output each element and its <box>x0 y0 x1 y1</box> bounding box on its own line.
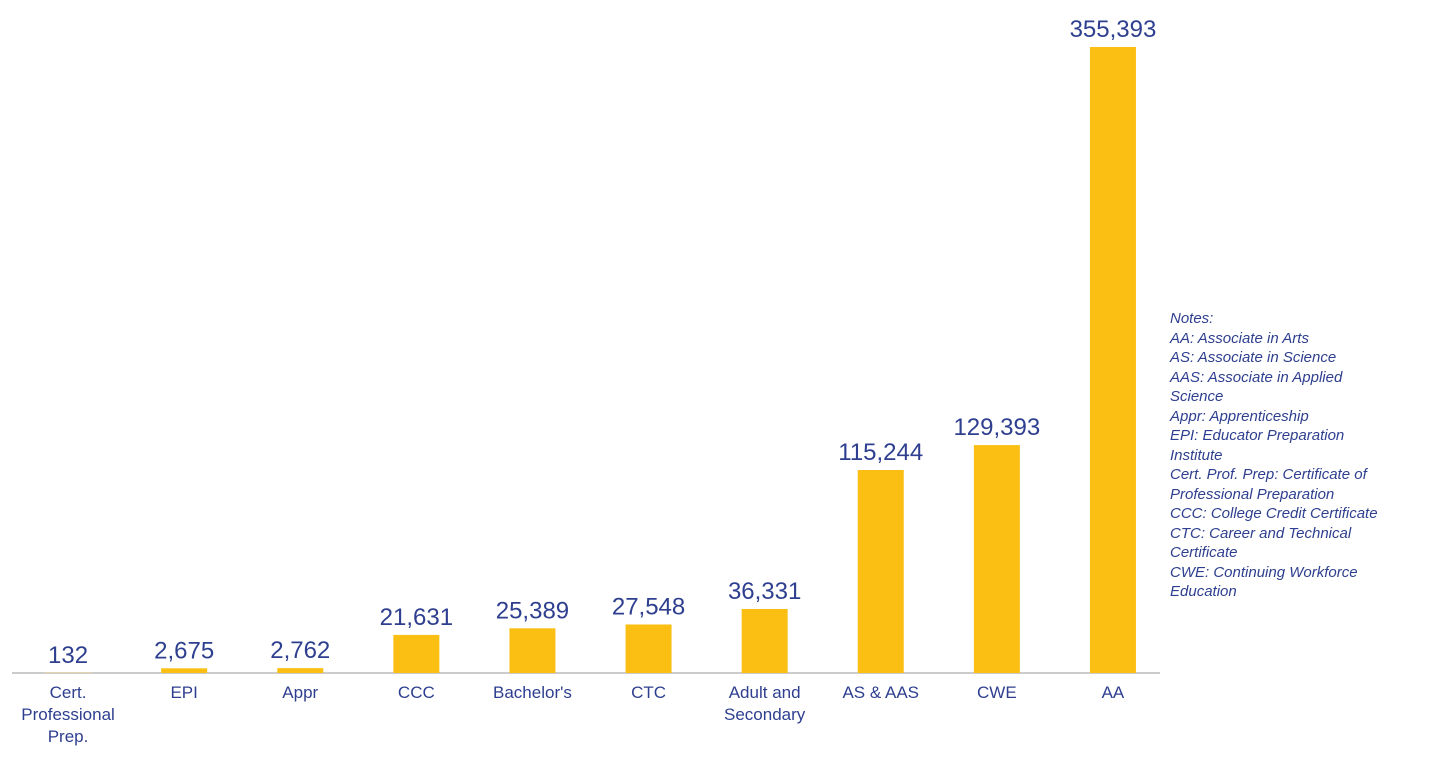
bar <box>857 470 904 673</box>
bar <box>393 634 440 673</box>
bar <box>625 624 672 673</box>
bar <box>277 668 324 673</box>
x-tick-label: Appr <box>282 683 319 702</box>
x-tick-label: Cert. Professional Prep. <box>21 683 115 746</box>
value-label: 355,393 <box>1070 16 1157 43</box>
x-tick-label: AA <box>1101 683 1125 702</box>
note-item: EPI: Educator Preparation Institute <box>1170 427 1345 464</box>
bar <box>509 628 556 673</box>
bar <box>1089 47 1136 673</box>
note-item: Cert. Prof. Prep: Certificate of Profess… <box>1170 466 1367 503</box>
value-label: 25,389 <box>496 597 569 624</box>
value-label: 132 <box>48 642 88 669</box>
value-label: 129,393 <box>953 414 1040 441</box>
note-item: AAS: Associate in Applied Science <box>1170 368 1343 406</box>
value-label: 2,675 <box>154 637 214 664</box>
value-label: 115,244 <box>838 439 923 466</box>
note-item: AS: Associate in Science <box>1170 349 1337 366</box>
x-tick-label: CTC <box>631 683 667 702</box>
value-label: 2,762 <box>270 637 330 664</box>
x-tick-label: AS & AAS <box>842 683 920 702</box>
bar <box>973 445 1020 673</box>
x-tick-label: Bachelor's <box>493 683 572 702</box>
note-item: CTC: Career and Technical Certificate <box>1170 524 1352 562</box>
bar <box>741 609 788 673</box>
value-label: 21,631 <box>380 604 453 631</box>
bar <box>161 668 208 673</box>
value-label: 36,331 <box>728 578 801 605</box>
x-tick-label: CWE <box>977 683 1017 702</box>
notes-title: Notes: <box>1170 310 1214 327</box>
value-label: 27,548 <box>612 593 685 620</box>
note-item: CWE: Continuing Workforce Education <box>1170 563 1358 601</box>
note-item: CCC: College Credit Certificate <box>1170 505 1378 522</box>
x-tick-label: EPI <box>170 683 198 702</box>
notes: Notes: AA: Associate in Arts AS: Associat… <box>1170 309 1394 602</box>
note-item: Appr: Apprenticeship <box>1170 407 1309 425</box>
x-tick-label: CCC <box>397 683 435 702</box>
x-tick-label: Adult and Secondary <box>724 683 806 724</box>
note-item: AA: Associate in Arts <box>1170 329 1309 347</box>
